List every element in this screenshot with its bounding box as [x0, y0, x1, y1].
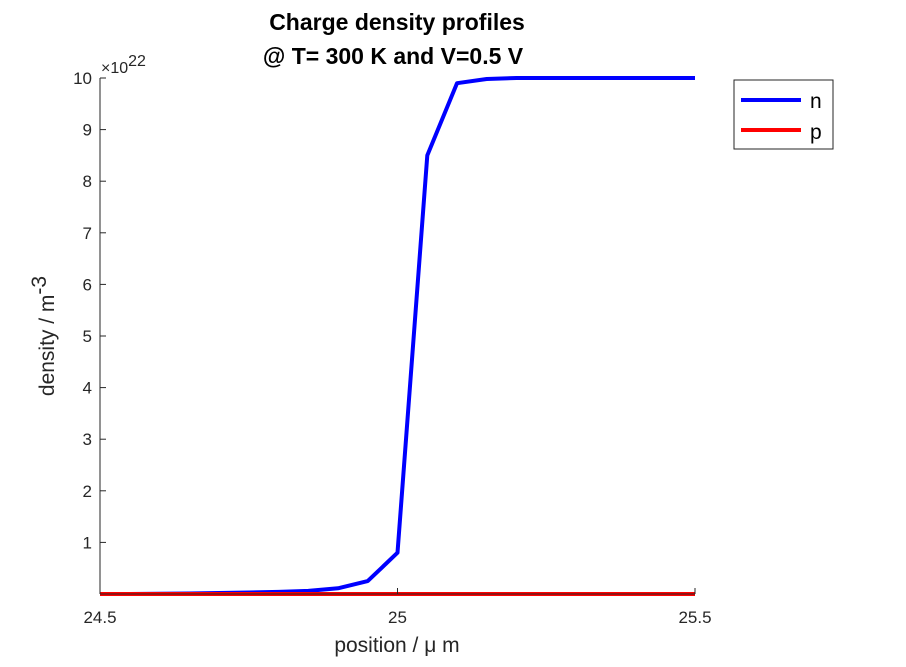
y-tick-label: 1: [83, 533, 92, 552]
y-tick-label: 7: [83, 224, 92, 243]
y-axis-exponent: ×1022: [101, 53, 146, 77]
series-layer: [100, 76, 695, 596]
y-tick-label: 9: [83, 121, 92, 140]
y-tick-label: 2: [83, 482, 92, 501]
y-tick-label: 8: [83, 172, 92, 191]
x-tick-label: 25: [388, 608, 407, 627]
series-line-n: [100, 76, 695, 596]
legend-box: [733, 79, 834, 150]
y-tick-label: 6: [83, 275, 92, 294]
y-tick-label: 3: [83, 430, 92, 449]
y-axis-exponent-value: 22: [128, 53, 146, 70]
y-tick-label: 10: [73, 69, 92, 88]
y-axis-label: density / m-3: [28, 276, 59, 396]
legend: n p: [733, 79, 834, 150]
y-tick-label: 5: [83, 327, 92, 346]
y-axis-label-text: density / m: [36, 295, 59, 397]
x-tick-label: 24.5: [83, 608, 116, 627]
axes-layer: [99, 78, 695, 595]
y-tick-label: 4: [83, 379, 92, 398]
y-axis-label-superscript: -3: [28, 276, 51, 295]
chart-title-line-1: Charge density profiles: [269, 9, 525, 35]
legend-label-p: p: [810, 121, 822, 144]
ticks-layer: 1 2 3 4 5 6 7 8 9 10 24.5 25 25.5: [73, 69, 711, 627]
y-axis-exponent-prefix: ×10: [101, 60, 128, 77]
chart-title-line-2: @ T= 300 K and V=0.5 V: [263, 43, 524, 69]
legend-label-n: n: [810, 90, 822, 113]
x-axis-label: position / μ m: [334, 634, 459, 657]
x-tick-label: 25.5: [678, 608, 711, 627]
